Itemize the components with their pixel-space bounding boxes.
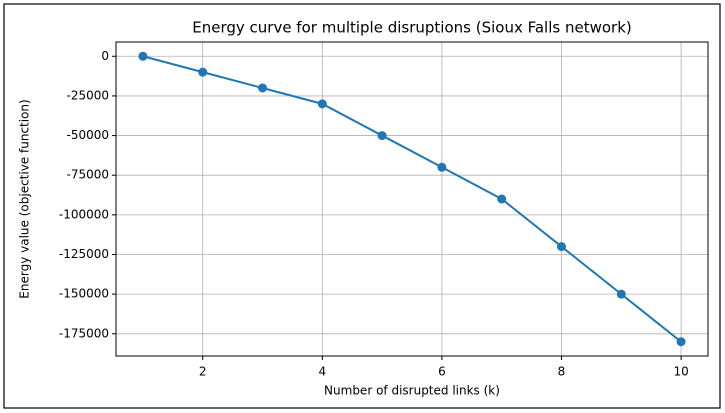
point [497,194,507,204]
x-tick-label: 6 [438,365,446,379]
point [616,289,626,299]
y-axis-label: Energy value (objective function) [18,99,32,298]
line [142,55,682,343]
point [317,99,327,109]
y-tick-label: 0 [101,49,109,63]
point [556,242,566,252]
y-tick-label: -100000 [59,207,109,221]
point [676,337,686,347]
point [377,131,387,141]
y-tick-label: -25000 [66,88,109,102]
plot-frame [115,41,709,357]
y-tick-label: -75000 [66,168,109,182]
x-tick-label: 4 [318,365,326,379]
point [198,67,208,77]
x-axis-label: Number of disrupted links (k) [324,384,500,398]
y-tick-label: -175000 [59,326,109,340]
point [437,162,447,172]
figure-frame [3,3,721,409]
chart-title: Energy curve for multiple disruptions (S… [192,19,632,37]
point [138,51,148,61]
x-tick-label: 8 [558,365,566,379]
x-tick-label: 10 [673,365,688,379]
y-tick-label: -150000 [59,287,109,301]
x-tick-label: 2 [199,365,207,379]
point [258,83,268,93]
y-tick-label: -125000 [59,247,109,261]
y-tick-label: -50000 [66,128,109,142]
